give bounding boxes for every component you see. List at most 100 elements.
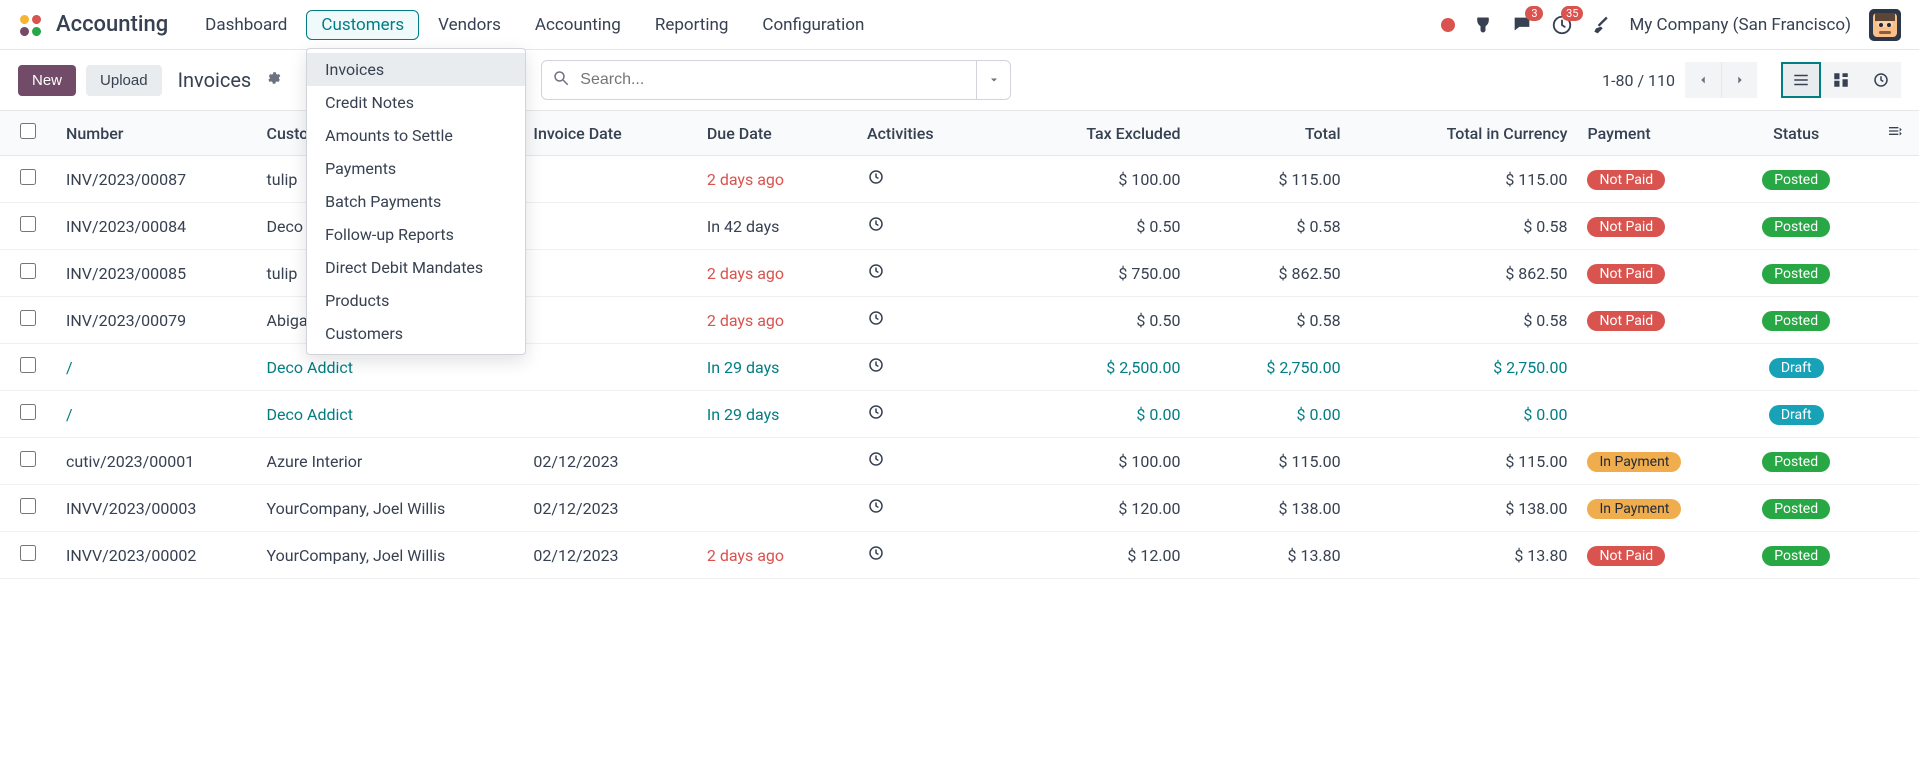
- cell-payment: Not Paid: [1577, 250, 1729, 297]
- cell-number: INV/2023/00087: [56, 156, 257, 203]
- dropdown-item-products[interactable]: Products: [307, 284, 525, 317]
- nav-item-customers[interactable]: Customers: [306, 10, 419, 40]
- kanban-view-button[interactable]: [1821, 62, 1861, 98]
- cell-status: Draft: [1729, 344, 1862, 391]
- pager-prev-button[interactable]: [1685, 62, 1721, 98]
- upload-button[interactable]: Upload: [86, 65, 162, 96]
- col-payment[interactable]: Payment: [1577, 111, 1729, 156]
- row-checkbox[interactable]: [20, 169, 36, 185]
- row-checkbox[interactable]: [20, 216, 36, 232]
- cell-status: Posted: [1729, 297, 1862, 344]
- company-selector[interactable]: My Company (San Francisco): [1629, 15, 1851, 35]
- nav-right: 3 35 My Company (San Francisco): [1441, 9, 1901, 41]
- app-logo[interactable]: [18, 12, 44, 38]
- cell-number: INVV/2023/00002: [56, 532, 257, 579]
- dropdown-item-payments[interactable]: Payments: [307, 152, 525, 185]
- nav-item-accounting[interactable]: Accounting: [520, 10, 636, 40]
- table-row[interactable]: cutiv/2023/00001Azure Interior02/12/2023…: [0, 438, 1919, 485]
- table-row[interactable]: INVV/2023/00003YourCompany, Joel Willis0…: [0, 485, 1919, 532]
- col-due-date[interactable]: Due Date: [697, 111, 857, 156]
- cell-activities[interactable]: [857, 438, 1004, 485]
- select-all-checkbox[interactable]: [20, 123, 36, 139]
- col-tax-excluded[interactable]: Tax Excluded: [1004, 111, 1191, 156]
- cell-total: $ 115.00: [1191, 438, 1351, 485]
- table-row[interactable]: INVV/2023/00002YourCompany, Joel Willis0…: [0, 532, 1919, 579]
- col-optional-fields[interactable]: [1863, 111, 1919, 156]
- cell-payment: Not Paid: [1577, 297, 1729, 344]
- table-row[interactable]: INV/2023/00087tulip2 days ago$ 100.00$ 1…: [0, 156, 1919, 203]
- cell-due-date: [697, 485, 857, 532]
- table-row[interactable]: INV/2023/00084Deco AddictIn 42 days$ 0.5…: [0, 203, 1919, 250]
- table-row[interactable]: INV/2023/00085tulip2 days ago$ 750.00$ 8…: [0, 250, 1919, 297]
- col-total[interactable]: Total: [1191, 111, 1351, 156]
- voip-icon[interactable]: [1473, 15, 1493, 35]
- row-checkbox[interactable]: [20, 310, 36, 326]
- cell-due-date: 2 days ago: [697, 250, 857, 297]
- search-dropdown-toggle[interactable]: [976, 61, 1010, 99]
- row-checkbox[interactable]: [20, 404, 36, 420]
- pivot-view-button[interactable]: [1861, 62, 1901, 98]
- status-badge: Posted: [1762, 264, 1830, 284]
- nav-items: DashboardCustomersVendorsAccountingRepor…: [190, 10, 1441, 40]
- row-checkbox[interactable]: [20, 545, 36, 561]
- cell-activities[interactable]: [857, 203, 1004, 250]
- search-input[interactable]: [580, 61, 976, 99]
- pager-next-button[interactable]: [1721, 62, 1757, 98]
- cell-activities[interactable]: [857, 297, 1004, 344]
- nav-item-vendors[interactable]: Vendors: [423, 10, 516, 40]
- cell-activities[interactable]: [857, 344, 1004, 391]
- dropdown-item-invoices[interactable]: Invoices: [307, 53, 525, 86]
- table-row[interactable]: /Deco AddictIn 29 days$ 0.00$ 0.00$ 0.00…: [0, 391, 1919, 438]
- activities-icon[interactable]: 35: [1551, 14, 1573, 36]
- recording-indicator-icon: [1441, 18, 1455, 32]
- gear-icon[interactable]: [265, 70, 281, 90]
- top-nav: Accounting DashboardCustomersVendorsAcco…: [0, 0, 1919, 50]
- col-status[interactable]: Status: [1729, 111, 1862, 156]
- cell-activities[interactable]: [857, 391, 1004, 438]
- cell-number: INV/2023/00084: [56, 203, 257, 250]
- cell-customer: Azure Interior: [257, 438, 524, 485]
- payment-badge: Not Paid: [1587, 170, 1665, 190]
- tools-icon[interactable]: [1591, 15, 1611, 35]
- row-checkbox[interactable]: [20, 498, 36, 514]
- status-badge: Posted: [1762, 217, 1830, 237]
- table-row[interactable]: /Deco AddictIn 29 days$ 2,500.00$ 2,750.…: [0, 344, 1919, 391]
- cell-total-in-currency: $ 13.80: [1351, 532, 1578, 579]
- list-view-button[interactable]: [1781, 62, 1821, 98]
- cell-total-in-currency: $ 0.00: [1351, 391, 1578, 438]
- dropdown-item-customers[interactable]: Customers: [307, 317, 525, 350]
- payment-badge: Not Paid: [1587, 311, 1665, 331]
- dropdown-item-credit-notes[interactable]: Credit Notes: [307, 86, 525, 119]
- table-row[interactable]: INV/2023/00079Abigail Peterson2 days ago…: [0, 297, 1919, 344]
- dropdown-item-amounts-to-settle[interactable]: Amounts to Settle: [307, 119, 525, 152]
- dropdown-item-follow-up-reports[interactable]: Follow-up Reports: [307, 218, 525, 251]
- cell-invoice-date: [523, 297, 696, 344]
- pager-text[interactable]: 1-80 / 110: [1602, 71, 1675, 90]
- nav-item-dashboard[interactable]: Dashboard: [190, 10, 302, 40]
- payment-badge: Not Paid: [1587, 264, 1665, 284]
- col-total-in-currency[interactable]: Total in Currency: [1351, 111, 1578, 156]
- nav-item-reporting[interactable]: Reporting: [640, 10, 744, 40]
- col-invoice-date[interactable]: Invoice Date: [523, 111, 696, 156]
- cell-total: $ 13.80: [1191, 532, 1351, 579]
- new-button[interactable]: New: [18, 65, 76, 96]
- row-checkbox[interactable]: [20, 451, 36, 467]
- messages-icon[interactable]: 3: [1511, 14, 1533, 36]
- cell-status: Posted: [1729, 203, 1862, 250]
- dropdown-item-direct-debit-mandates[interactable]: Direct Debit Mandates: [307, 251, 525, 284]
- cell-activities[interactable]: [857, 156, 1004, 203]
- col-number[interactable]: Number: [56, 111, 257, 156]
- cell-activities[interactable]: [857, 532, 1004, 579]
- row-checkbox[interactable]: [20, 263, 36, 279]
- user-avatar[interactable]: [1869, 9, 1901, 41]
- row-checkbox[interactable]: [20, 357, 36, 373]
- dropdown-item-batch-payments[interactable]: Batch Payments: [307, 185, 525, 218]
- cell-tax-excluded: $ 0.00: [1004, 391, 1191, 438]
- cell-activities[interactable]: [857, 250, 1004, 297]
- cell-status: Draft: [1729, 391, 1862, 438]
- nav-item-configuration[interactable]: Configuration: [747, 10, 879, 40]
- cell-due-date: 2 days ago: [697, 532, 857, 579]
- cell-activities[interactable]: [857, 485, 1004, 532]
- status-badge: Draft: [1769, 358, 1824, 378]
- col-activities[interactable]: Activities: [857, 111, 1004, 156]
